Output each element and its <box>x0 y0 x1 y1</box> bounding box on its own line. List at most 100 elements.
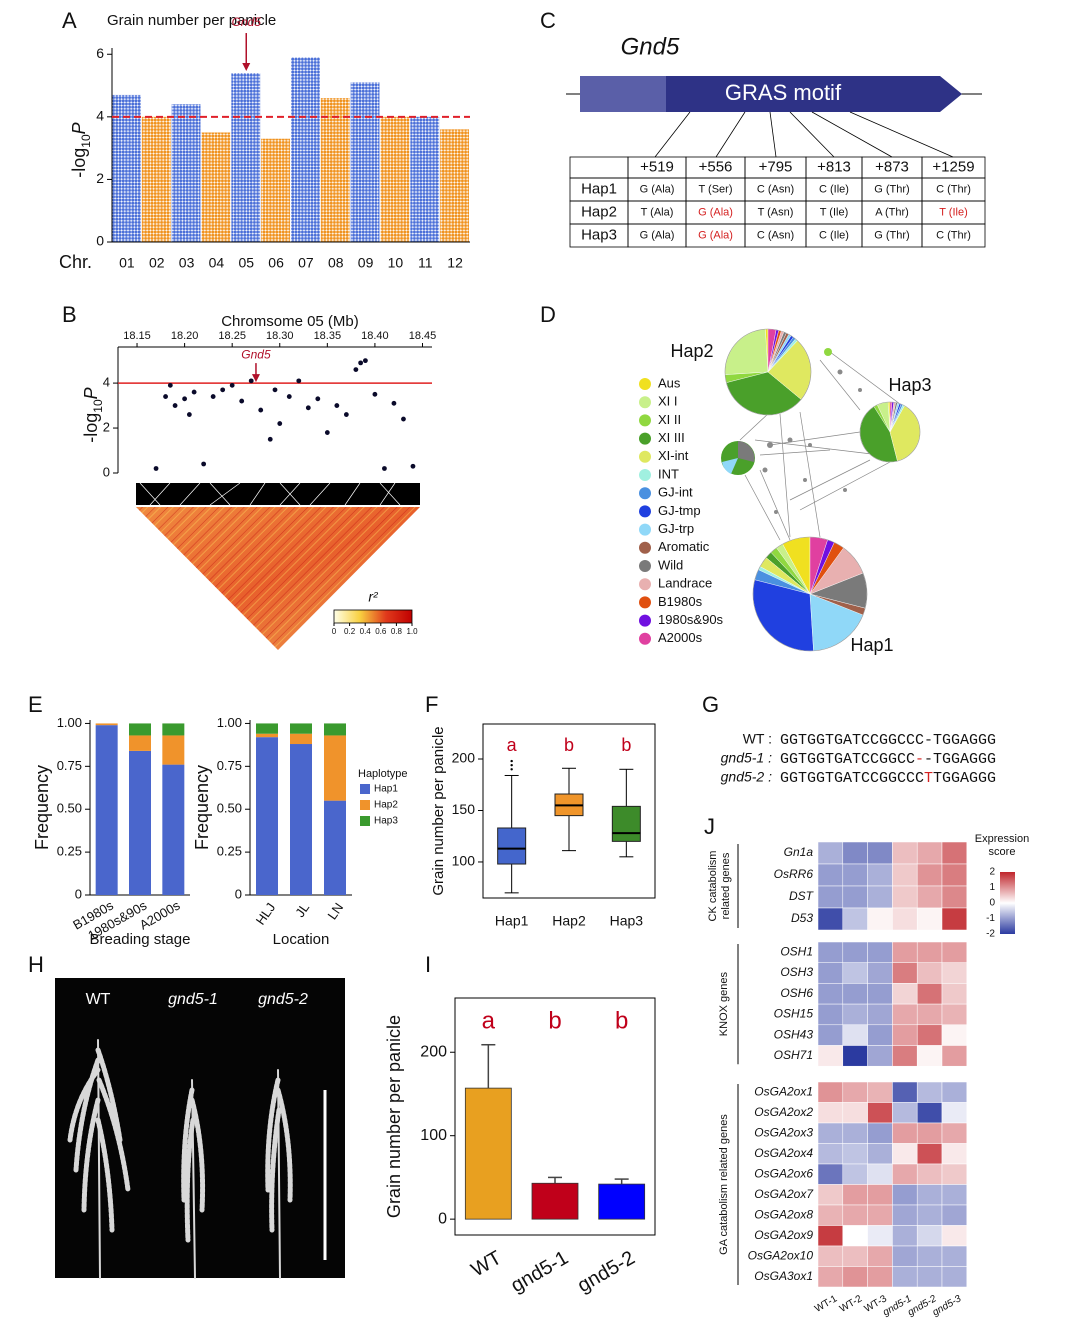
heatmap-cell <box>842 962 868 984</box>
panel-label: C <box>540 8 556 33</box>
heatmap-cell <box>941 1122 968 1144</box>
legend-swatch <box>639 560 651 572</box>
legend-label: GJ-tmp <box>658 503 701 518</box>
heatmap-cell <box>892 863 918 887</box>
heatmap-cell <box>867 1143 893 1165</box>
heatmap-cell <box>941 941 968 963</box>
y-tick-label: 200 <box>452 750 476 766</box>
snp-point <box>401 416 406 422</box>
chromosome-peak <box>112 94 141 242</box>
snp-point <box>201 461 207 467</box>
table-cell-text: C (Asn) <box>757 229 794 241</box>
heatmap-cell <box>916 1204 943 1226</box>
snp-point <box>172 403 178 408</box>
row-label: OSH43 <box>774 1027 814 1041</box>
heatmap-cell <box>817 841 844 865</box>
row-label: OsGA2ox2 <box>754 1105 813 1119</box>
y-tick-label: 0 <box>75 886 82 901</box>
pie-outline <box>752 536 868 652</box>
table-header: +556 <box>699 158 733 175</box>
significance-letter: b <box>548 1007 561 1034</box>
heatmap-cell <box>941 1102 968 1124</box>
table-cell-text: G (Ala) <box>640 229 675 241</box>
panel-label: G <box>702 692 719 717</box>
heatmap-cell <box>916 841 943 865</box>
chromosome-peak <box>171 104 201 243</box>
legend-swatch <box>639 450 651 463</box>
group-label: CK catabolism <box>707 851 719 922</box>
heatmap-cell <box>916 907 943 931</box>
heatmap-cell <box>842 1143 868 1165</box>
legend-swatch <box>639 505 651 518</box>
y-tick-label: 0 <box>96 233 104 249</box>
y-axis-label: Frequency <box>192 765 212 850</box>
snp-point <box>220 387 226 393</box>
heatmap-cell <box>842 983 868 1005</box>
row-label: OsGA2ox8 <box>754 1207 813 1221</box>
heatmap-cell <box>842 1102 868 1124</box>
legend-swatch <box>639 469 651 481</box>
chromosome-peak <box>291 57 320 242</box>
heatmap-cell <box>892 1143 918 1165</box>
annotation-arrowhead <box>251 374 260 383</box>
y-axis-label: Grain number per panicle <box>430 726 447 895</box>
network-nodes <box>721 348 862 514</box>
legend-label: Aromatic <box>658 539 710 554</box>
heatmap-cell <box>916 1225 943 1247</box>
snp-point <box>153 466 159 471</box>
heatmap-cell <box>892 1024 918 1046</box>
group-label: GA catabolism related genes <box>718 1114 730 1255</box>
bar-segment <box>129 723 151 736</box>
y-axis-label-part: P <box>69 122 89 134</box>
pie-label: Hap2 <box>670 341 713 361</box>
heatmap-cell <box>916 885 943 909</box>
table-cell-text: C (Thr) <box>936 183 971 195</box>
heatmap-cell <box>916 983 943 1005</box>
x-tick-label: JL <box>292 900 312 920</box>
chart-title: Grain number per panicle <box>107 12 276 29</box>
y-tick-label: 200 <box>420 1043 447 1060</box>
heatmap-cell <box>842 1184 868 1206</box>
table-cell-text: G (Thr) <box>874 229 909 241</box>
table-header: +795 <box>759 158 793 175</box>
snp-point <box>210 394 216 399</box>
x-tick-label: LN <box>324 900 346 922</box>
snp-point <box>248 378 254 384</box>
legend-swatch <box>639 541 651 554</box>
y-tick-label: 0.25 <box>57 844 82 859</box>
chromosome-peak <box>350 82 380 242</box>
snp-point <box>382 466 387 471</box>
legend-swatch <box>360 784 370 794</box>
heatmap-cell <box>916 1143 943 1165</box>
heatmap-cell <box>867 1003 893 1026</box>
table-cell-text: T (Ile) <box>939 206 968 218</box>
heatmap-cell <box>941 1204 968 1226</box>
heatmap-cell <box>817 863 844 887</box>
x-tick-label: 18.45 <box>409 330 437 342</box>
heatmap-cell <box>941 1225 968 1247</box>
chromosome-peak <box>320 98 350 242</box>
bar-segment <box>129 735 151 751</box>
significance-letter: b <box>615 1007 628 1034</box>
legend-label: XI III <box>658 430 685 445</box>
chromosome-peak <box>410 116 440 242</box>
sequence: GGTGGTGATCCGGCCC-TGGAGGG <box>780 732 996 749</box>
sequence-label: gnd5-2 : <box>721 769 772 785</box>
heatmap-cell <box>817 1184 844 1206</box>
legend-title: Haplotype <box>358 768 408 780</box>
significance-letter: b <box>564 735 574 755</box>
row-label: DST <box>789 889 815 903</box>
heatmap-cell <box>892 885 918 909</box>
panel-label: B <box>62 302 77 327</box>
row-label: Gn1a <box>784 845 814 859</box>
row-label: OSH15 <box>774 1007 814 1021</box>
table-header: +813 <box>817 158 851 175</box>
table-header: +519 <box>640 158 674 175</box>
heatmap-cell <box>892 1045 918 1067</box>
y-tick-label: 6 <box>96 45 104 61</box>
heatmap-cell <box>941 1143 968 1165</box>
heatmap-cell <box>817 1225 844 1247</box>
colorbar-tick-label: 0.6 <box>375 627 387 636</box>
heatmap-cell <box>842 1225 868 1247</box>
